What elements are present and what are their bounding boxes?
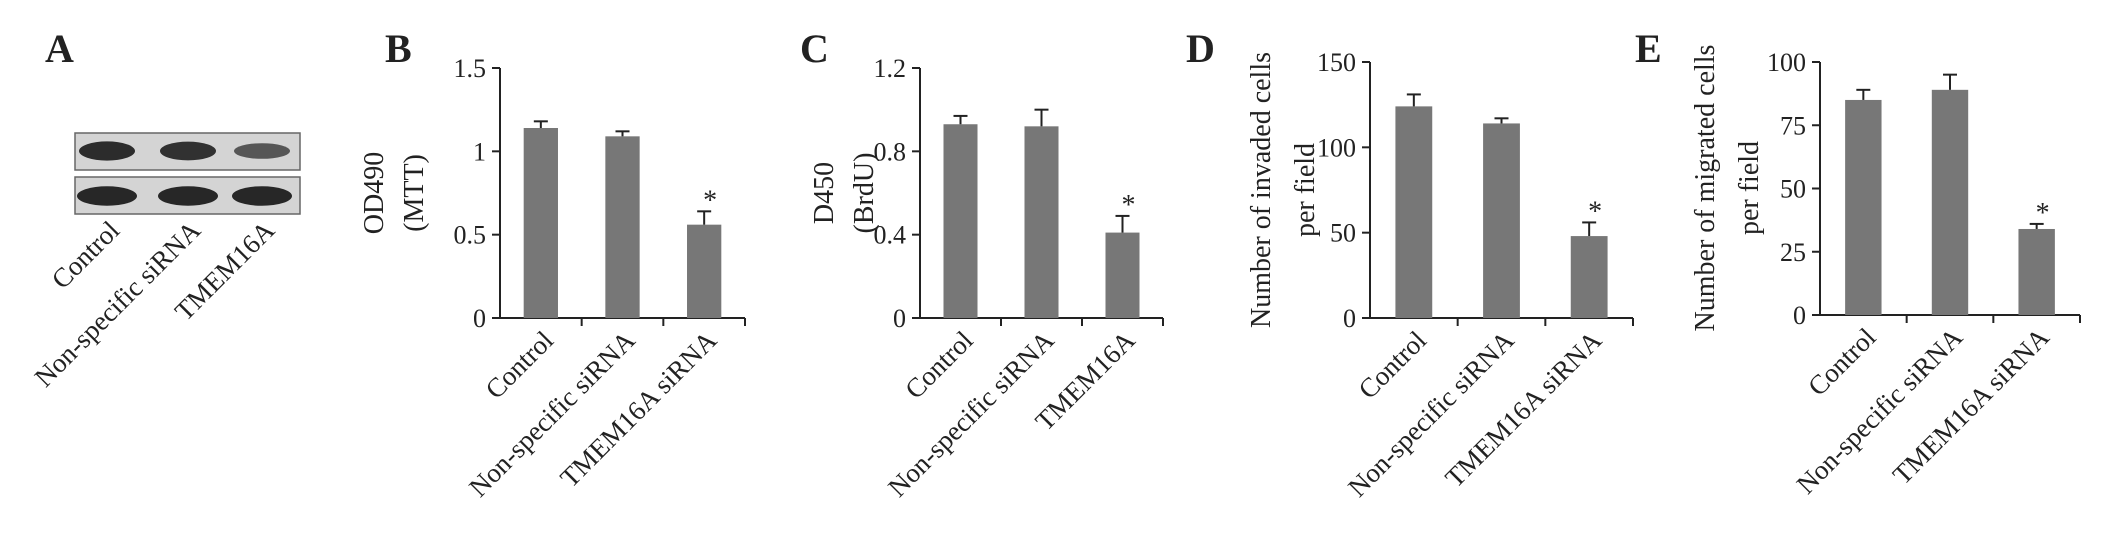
bar <box>943 124 978 318</box>
y-tick-label: 100 <box>1317 133 1356 162</box>
panel-d-chart: D Number of invaded cells per field 0 50 100 1… <box>1186 26 1634 503</box>
y-axis-label: OD490 <box>359 152 390 234</box>
blot-band-bottom <box>158 186 218 206</box>
y-tick-label: 0.4 <box>874 221 907 250</box>
y-axis-label: per field <box>1734 141 1765 235</box>
x-category-label: Non-specific siRNA <box>1342 325 1520 503</box>
x-category-label: Non-specific siRNA <box>1791 322 1969 500</box>
y-tick-label: 150 <box>1317 48 1356 77</box>
bar <box>1024 126 1059 318</box>
y-axis-label: (MTT) <box>399 154 430 232</box>
bar <box>687 224 722 318</box>
bar <box>1931 89 1969 315</box>
y-tick-label: 0 <box>473 304 486 333</box>
significance-marker: * <box>703 185 717 216</box>
panel-e-chart: E Number of migrated cells per field 0 25 50 7… <box>1635 26 2081 500</box>
x-category-label: Control <box>480 325 560 405</box>
blot-bands <box>77 141 292 206</box>
panel-a-letter: A <box>45 26 74 71</box>
bar <box>1845 99 1882 315</box>
blot-band-top <box>234 143 290 159</box>
bar <box>605 136 640 318</box>
y-tick-label: 0 <box>893 304 906 333</box>
y-tick-label: 0 <box>1793 301 1806 330</box>
bar <box>1395 106 1433 318</box>
y-tick-label: 50 <box>1330 219 1356 248</box>
y-axis-label: Number of invaded cells <box>1246 52 1277 328</box>
bar <box>1570 236 1608 318</box>
y-axis-label: per field <box>1290 143 1321 237</box>
y-tick-label: 0 <box>1343 304 1356 333</box>
blot-band-bottom <box>232 186 292 206</box>
x-category-label: Control <box>1353 325 1433 405</box>
x-category-label: TMEM16A siRNA <box>554 325 722 493</box>
blot-band-bottom <box>77 186 137 206</box>
y-tick-label: 100 <box>1767 48 1806 77</box>
y-tick-label: 0.5 <box>454 221 487 250</box>
y-axis-label: (BrdU) <box>849 153 880 234</box>
y-tick-label: 25 <box>1780 238 1806 267</box>
significance-marker: * <box>1588 196 1602 227</box>
y-tick-label: 1 <box>473 137 486 166</box>
panel-letter: D <box>1186 26 1215 71</box>
x-category-label: TMEM16A siRNA <box>1439 325 1607 493</box>
bar <box>1483 123 1520 318</box>
panel-letter: E <box>1635 26 1662 71</box>
y-axis-label: D450 <box>809 162 840 224</box>
x-category-label: TMEM16A siRNA <box>1887 322 2055 490</box>
significance-marker: * <box>1122 190 1136 221</box>
y-tick-label: 1.2 <box>874 54 907 83</box>
blot-lane-label: Control <box>46 215 126 295</box>
x-category-label: Control <box>1802 322 1882 402</box>
blot-band-top <box>160 141 216 161</box>
y-tick-label: 75 <box>1780 111 1806 140</box>
bar <box>2018 228 2055 315</box>
bar <box>1105 232 1140 318</box>
x-category-label: Control <box>899 325 979 405</box>
blot-band-top <box>79 141 135 161</box>
panel-letter: B <box>385 26 412 71</box>
y-axis-label: Number of migrated cells <box>1690 45 1721 332</box>
bar <box>523 128 558 318</box>
significance-marker: * <box>2036 198 2050 229</box>
panel-letter: C <box>800 26 829 71</box>
y-tick-label: 50 <box>1780 175 1806 204</box>
y-tick-label: 1.5 <box>454 54 487 83</box>
y-tick-label: 0.8 <box>874 137 907 166</box>
